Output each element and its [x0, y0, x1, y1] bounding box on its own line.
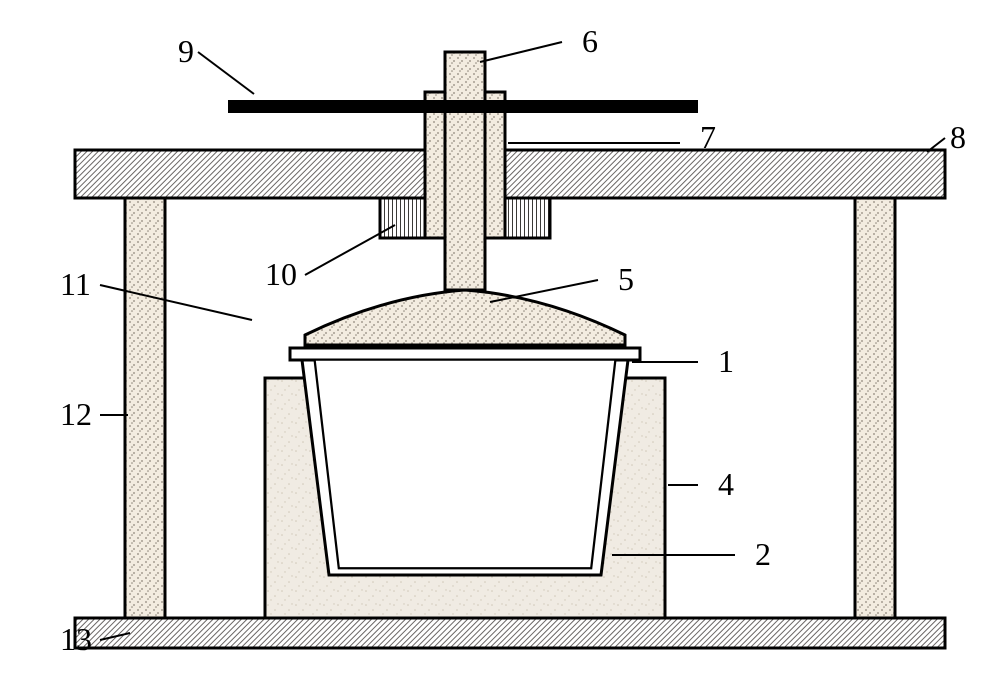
- label-13: 13: [60, 621, 92, 657]
- label-4: 4: [718, 466, 734, 502]
- handle-bar: [228, 100, 698, 113]
- label-1: 1: [718, 343, 734, 379]
- label-8: 8: [950, 119, 966, 155]
- screw-shaft: [445, 52, 485, 290]
- label-11: 11: [60, 266, 91, 302]
- technical-diagram: 1245678910111213: [0, 0, 1000, 690]
- bucket-interior: [315, 360, 615, 568]
- label-12: 12: [60, 396, 92, 432]
- label-7: 7: [700, 119, 716, 155]
- label-2: 2: [755, 536, 771, 572]
- leader-5: [490, 280, 598, 302]
- top-plate: [75, 150, 945, 198]
- leader-10: [305, 225, 395, 275]
- leader-6: [480, 42, 562, 62]
- right-column: [855, 198, 895, 618]
- press-head: [305, 290, 625, 345]
- base-plate: [75, 618, 945, 648]
- label-6: 6: [582, 23, 598, 59]
- press-rim: [290, 348, 640, 360]
- label-5: 5: [618, 261, 634, 297]
- label-9: 9: [178, 33, 194, 69]
- leader-11: [100, 285, 252, 320]
- label-10: 10: [265, 256, 297, 292]
- leader-9: [198, 52, 254, 94]
- left-column: [125, 198, 165, 618]
